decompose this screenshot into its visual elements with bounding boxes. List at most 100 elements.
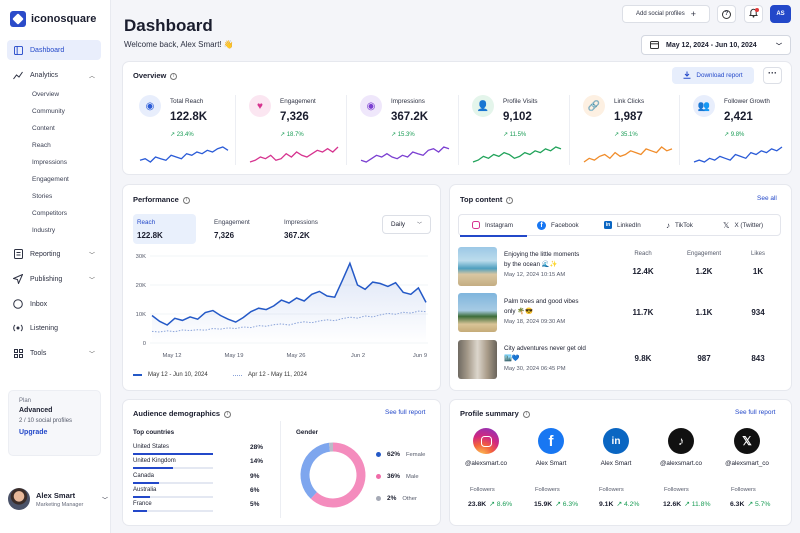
- user-initials-button[interactable]: AS: [770, 5, 791, 23]
- more-options-button[interactable]: ···: [763, 67, 782, 84]
- sparkline-path: [139, 146, 229, 163]
- date-range-picker[interactable]: May 12, 2024 - Jun 10, 2024 ﹀: [641, 35, 791, 55]
- chevron-down-icon: ﹀: [88, 351, 95, 358]
- profile-summary-title-text: Profile summary: [460, 409, 519, 418]
- tab-tiktok[interactable]: ♪ TikTok: [658, 214, 701, 236]
- tab-label: Instagram: [485, 221, 513, 229]
- see-full-report-link[interactable]: See full report: [385, 409, 426, 416]
- sidebar-label: Dashboard: [30, 46, 65, 54]
- followers-label: Followers: [599, 487, 624, 493]
- tab-x-twitter[interactable]: 𝕏 X (Twitter): [715, 214, 771, 236]
- sidebar-subitem-community[interactable]: Community: [32, 108, 65, 115]
- kpi-link-clicks[interactable]: 🔗 Link Clicks 1,987 ↗ 35.1%: [571, 88, 681, 170]
- info-icon[interactable]: i: [224, 410, 232, 418]
- see-full-report-link[interactable]: See full report: [735, 409, 776, 416]
- tab-label: Engagement: [214, 219, 250, 226]
- help-button[interactable]: ?: [717, 5, 736, 23]
- post-thumbnail[interactable]: [458, 247, 497, 286]
- sidebar-item-listening[interactable]: Listening: [7, 318, 101, 338]
- tab-label: TikTok: [675, 221, 693, 229]
- dashboard-icon: [13, 45, 23, 55]
- post-engagement: 987: [697, 354, 711, 363]
- top-content-title-text: Top content: [460, 195, 503, 204]
- post-caption[interactable]: City adventures never get old 🏙️💙: [504, 344, 586, 363]
- download-report-button[interactable]: Download report: [672, 67, 754, 84]
- sidebar-item-tools[interactable]: Tools ﹀: [7, 343, 101, 363]
- sidebar-item-publishing[interactable]: Publishing ﹀: [7, 269, 101, 289]
- tab-value: 7,326: [214, 231, 235, 240]
- divider: [346, 95, 347, 165]
- profile-followers: 15.9K ↗ 6.3%: [534, 501, 579, 508]
- sidebar-item-analytics[interactable]: Analytics ︿: [7, 65, 101, 85]
- tab-linkedin[interactable]: in LinkedIn: [596, 214, 649, 236]
- kpi-impressions[interactable]: ◉ Impressions 367.2K ↗ 15.3%: [348, 88, 458, 170]
- followers-change: 11.8%: [691, 501, 711, 508]
- y-tick-label: 20K: [136, 283, 146, 289]
- sidebar-subitem-engagement[interactable]: Engagement: [32, 176, 69, 183]
- facebook-profile-icon[interactable]: f: [538, 428, 564, 454]
- country-name: France: [133, 501, 152, 507]
- bell-icon: [748, 8, 759, 20]
- overview-title-text: Overview: [133, 71, 167, 80]
- profile-summary-card: [449, 399, 792, 526]
- country-bar: [133, 467, 213, 469]
- user-profile-menu[interactable]: Alex Smart Marketing Manager ﹀: [8, 485, 108, 513]
- brand-logo[interactable]: iconosquare: [10, 11, 96, 27]
- sidebar-item-inbox[interactable]: Inbox: [7, 294, 101, 314]
- notifications-button[interactable]: [744, 5, 763, 23]
- x-profile-icon[interactable]: 𝕏: [734, 428, 760, 454]
- followers-count: 23.8K: [468, 501, 487, 508]
- sidebar-subitem-industry[interactable]: Industry: [32, 227, 56, 234]
- upgrade-link[interactable]: Upgrade: [19, 429, 48, 436]
- profile-handle: @alexsmart_co: [725, 460, 769, 467]
- followers-count: 15.9K: [534, 501, 553, 508]
- sidebar-subitem-overview[interactable]: Overview: [32, 91, 60, 98]
- sparkline-path: [360, 146, 450, 163]
- kpi-engagement[interactable]: ♥ Engagement 7,326 ↗ 18.7%: [237, 88, 347, 170]
- instagram-profile-icon[interactable]: [473, 428, 499, 454]
- post-thumbnail[interactable]: [458, 340, 497, 379]
- add-social-profiles-button[interactable]: Add social profiles +: [622, 5, 710, 23]
- sidebar-subitem-impressions[interactable]: Impressions: [32, 159, 68, 166]
- tiktok-profile-icon[interactable]: ♪: [668, 428, 694, 454]
- interval-select[interactable]: Daily ﹀: [382, 215, 431, 234]
- linkedin-icon: in: [604, 221, 612, 229]
- followers-change: 6.3%: [562, 501, 579, 508]
- info-icon[interactable]: i: [506, 196, 514, 204]
- sidebar-subitem-stories[interactable]: Stories: [32, 193, 53, 200]
- sidebar-item-dashboard[interactable]: Dashboard: [7, 40, 101, 60]
- info-icon[interactable]: i: [182, 196, 190, 204]
- kpi-sparkline: [583, 146, 673, 163]
- post-reach: 11.7K: [632, 308, 654, 317]
- tiktok-icon: ♪: [678, 434, 684, 448]
- sidebar-subitem-competitors[interactable]: Competitors: [32, 210, 68, 217]
- tab-instagram[interactable]: Instagram: [464, 214, 521, 236]
- post-caption[interactable]: Palm trees and good vibes only 🌴😎: [504, 297, 579, 316]
- gender-percent: 36%: [387, 473, 401, 480]
- linkedin-profile-icon[interactable]: in: [603, 428, 629, 454]
- profile-handle: @alexsmart.co: [464, 460, 508, 467]
- country-bar: [133, 496, 213, 498]
- sidebar-subitem-reach[interactable]: Reach: [32, 142, 51, 149]
- tab-facebook[interactable]: f Facebook: [529, 214, 587, 236]
- info-icon[interactable]: i: [170, 72, 178, 80]
- sidebar-item-reporting[interactable]: Reporting ﹀: [7, 244, 101, 264]
- post-caption[interactable]: Enjoying the little moments by the ocean …: [504, 250, 579, 269]
- country-bar-fill: [133, 482, 159, 484]
- info-icon[interactable]: i: [522, 410, 530, 418]
- sidebar-subitem-content[interactable]: Content: [32, 125, 55, 132]
- tab-reach[interactable]: [133, 214, 196, 244]
- see-all-link[interactable]: See all: [757, 195, 777, 202]
- kpi-total-reach[interactable]: ◉ Total Reach 122.8K ↗ 23.4%: [127, 88, 237, 170]
- profile-handle: Alex Smart: [600, 460, 632, 467]
- x-tick-label: May 26: [286, 353, 305, 359]
- kpi-follower-growth[interactable]: 👥 Follower Growth 2,421 ↗ 9.8%: [681, 88, 791, 170]
- legend-label: May 12 - Jun 10, 2024: [148, 372, 208, 378]
- kpi-value: 367.2K: [391, 111, 429, 123]
- followers-label: Followers: [470, 487, 495, 493]
- kpi-profile-visits[interactable]: 👤 Profile Visits 9,102 ↗ 11.5%: [460, 88, 570, 170]
- facebook-icon: f: [537, 220, 546, 230]
- performance-title: Performance i: [133, 195, 190, 204]
- country-bar-fill: [133, 496, 151, 498]
- post-thumbnail[interactable]: [458, 293, 497, 332]
